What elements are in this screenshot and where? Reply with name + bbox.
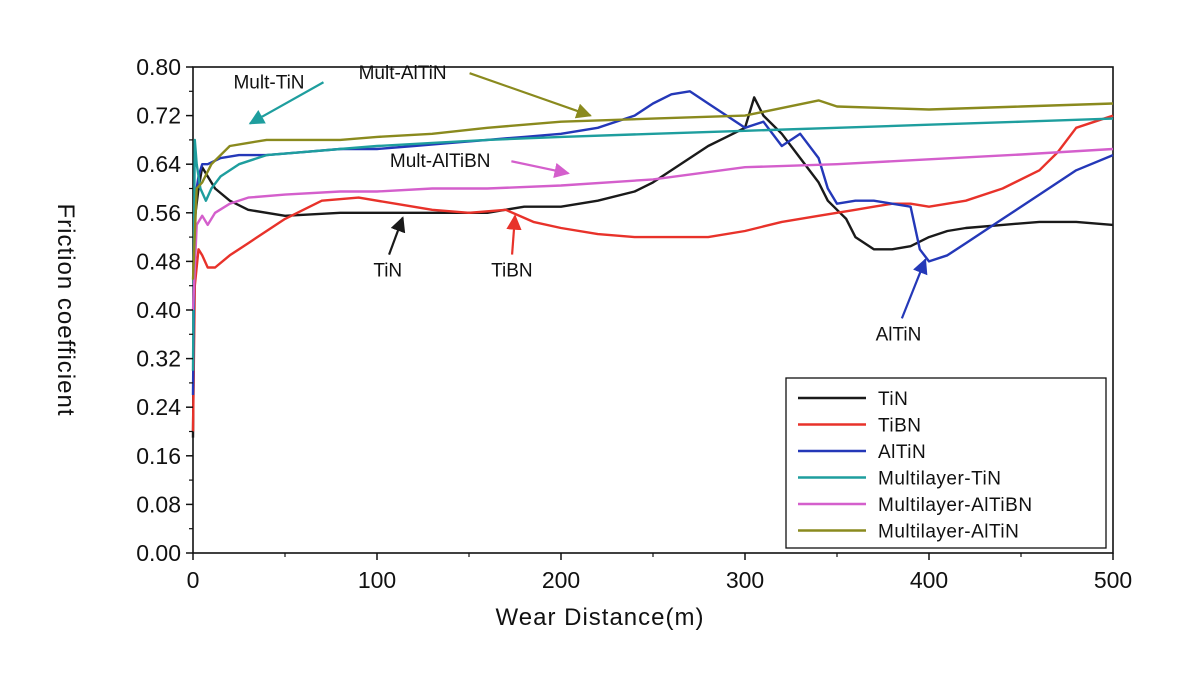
annotation-label: TiN <box>373 261 402 282</box>
legend-entry-label: Multilayer-TiN <box>878 469 1001 490</box>
legend-entry-label: TiN <box>878 389 908 410</box>
legend-entry-label: Multilayer-AlTiBN <box>878 495 1033 516</box>
annotation-layer: Mult-TiN Mult-AlTiN Mult-AlTiBN TiN TiBN AlTi… <box>233 63 928 345</box>
annotation-arrow <box>469 72 592 119</box>
y-tick-label: 0.56 <box>136 200 181 226</box>
x-axis-title: Wear Distance(m) <box>496 604 705 631</box>
series-line-altin <box>191 90 1114 396</box>
y-tick-label: 0.80 <box>136 54 181 80</box>
legend-box <box>785 377 1107 549</box>
annotation-arrow <box>511 160 570 178</box>
annotation-label: TiBN <box>491 261 533 282</box>
y-tick-label: 0.00 <box>136 540 181 566</box>
x-tick-label: 0 <box>187 567 200 593</box>
annotation-label: Mult-TiN <box>233 72 304 93</box>
series-line-multilayer-tin <box>191 117 1114 371</box>
y-tick-label: 0.64 <box>136 151 181 177</box>
series-line-multilayer-altibn <box>191 147 1114 311</box>
y-tick-label: 0.40 <box>136 297 181 323</box>
annotation-arrow <box>900 258 928 319</box>
legend-entry-label: AlTiN <box>878 442 926 463</box>
annotation-label: AlTiN <box>876 324 922 345</box>
x-tick-label: 200 <box>542 567 580 593</box>
y-tick-label: 0.24 <box>136 394 181 420</box>
annotation-arrow <box>248 81 325 125</box>
series-line-tibn <box>191 114 1114 432</box>
x-tick-label: 300 <box>726 567 764 593</box>
legend-entry-label: TiBN <box>878 416 922 437</box>
annotation-label: Mult-AlTiBN <box>390 151 491 172</box>
series-layer <box>191 90 1114 438</box>
annotation-label: Mult-AlTiN <box>359 63 447 84</box>
series-line-multilayer-altin <box>191 99 1114 280</box>
y-tick-label: 0.32 <box>136 346 181 372</box>
annotation-arrow <box>506 214 522 255</box>
x-tick-label: 400 <box>910 567 948 593</box>
y-tick-label: 0.48 <box>136 248 181 274</box>
y-tick-label: 0.72 <box>136 103 181 129</box>
legend: TiN TiBN AlTiN Multilayer-TiN Multilayer-AlT… <box>785 377 1107 549</box>
x-tick-label: 500 <box>1094 567 1132 593</box>
x-tick-label: 100 <box>358 567 396 593</box>
y-tick-label: 0.08 <box>136 491 181 517</box>
series-line-tin <box>191 96 1114 438</box>
axis-ticks: 0.00 0.08 0.16 0.24 0.32 0.40 0.48 0.56 0.64 0.72… <box>136 54 1132 593</box>
y-axis-title: Friction coefficient <box>52 204 79 417</box>
legend-entry-label: Multilayer-AlTiN <box>878 522 1019 543</box>
annotation-arrow <box>388 216 406 255</box>
y-tick-label: 0.16 <box>136 443 181 469</box>
